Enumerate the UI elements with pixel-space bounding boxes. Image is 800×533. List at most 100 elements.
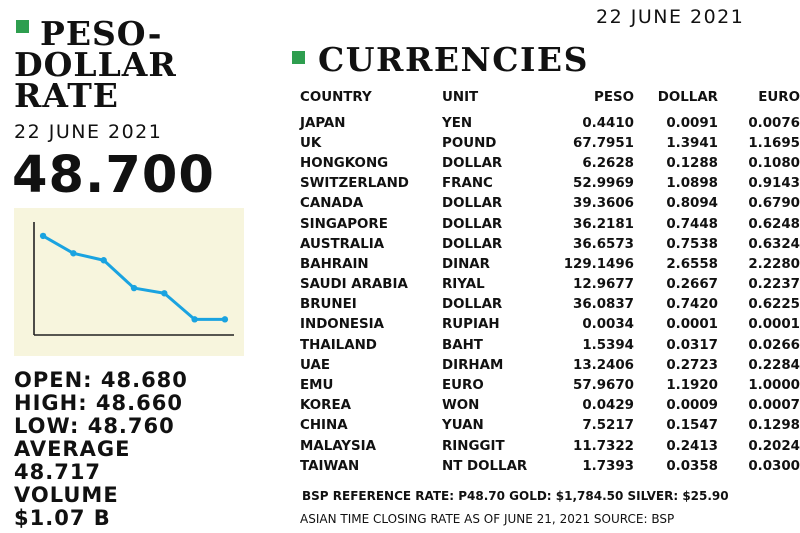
cell-peso: 1.7393 — [582, 458, 634, 474]
table-row: BRUNEI DOLLAR 36.0837 0.7420 0.6225 — [296, 295, 800, 315]
cell-unit: YUAN — [442, 418, 484, 434]
cell-country: BRUNEI — [300, 297, 357, 313]
cell-dollar: 1.1920 — [666, 378, 718, 394]
cell-dollar: 0.7448 — [666, 216, 718, 232]
cell-unit: FRANC — [442, 176, 493, 192]
data-point — [130, 284, 138, 292]
cell-peso: 129.1496 — [563, 256, 634, 272]
cell-dollar: 0.8094 — [666, 196, 718, 212]
cell-peso: 0.0429 — [582, 398, 634, 414]
stat-volume-label: VOLUME — [14, 483, 119, 507]
cell-dollar: 0.2667 — [666, 277, 718, 293]
title-line: PESO- — [40, 14, 163, 53]
cell-dollar: 0.0091 — [666, 115, 718, 131]
cell-euro: 2.2280 — [748, 256, 800, 272]
cell-unit: YEN — [442, 115, 473, 131]
cell-peso: 12.9677 — [573, 277, 634, 293]
cell-unit: DOLLAR — [442, 196, 503, 212]
cell-country: CANADA — [300, 196, 364, 212]
data-point — [39, 232, 47, 240]
cell-country: MALAYSIA — [300, 438, 376, 454]
cell-country: TAIWAN — [300, 458, 360, 474]
cell-country: SWITZERLAND — [300, 176, 409, 192]
stat-average-label: AVERAGE — [14, 437, 131, 461]
table-row: AUSTRALIA DOLLAR 36.6573 0.7538 0.6324 — [296, 234, 800, 254]
cell-unit: RINGGIT — [442, 438, 505, 454]
cell-euro: 0.6324 — [748, 236, 800, 252]
cell-euro: 0.1298 — [748, 418, 800, 434]
cell-peso: 6.2628 — [582, 155, 634, 171]
rate-chart-svg — [33, 222, 234, 336]
cell-euro: 0.6790 — [748, 196, 800, 212]
cell-dollar: 0.2413 — [666, 438, 718, 454]
cell-country: JAPAN — [300, 115, 346, 131]
green-square-icon — [16, 20, 29, 33]
green-square-icon — [292, 51, 305, 64]
source-note: ASIAN TIME CLOSING RATE AS OF JUNE 21, 2… — [300, 512, 675, 526]
table-row: KOREA WON 0.0429 0.0009 0.0007 — [296, 396, 800, 416]
cell-peso: 0.0034 — [582, 317, 634, 333]
closing-rate: 48.700 — [12, 146, 215, 205]
cell-unit: DOLLAR — [442, 297, 503, 313]
cell-euro: 0.0007 — [748, 398, 800, 414]
cell-dollar: 0.7538 — [666, 236, 718, 252]
cell-unit: BAHT — [442, 337, 483, 353]
data-point — [221, 316, 229, 323]
cell-peso: 67.7951 — [573, 135, 634, 151]
data-point — [161, 290, 168, 297]
cell-euro: 0.9143 — [748, 176, 800, 192]
table-row: EMU EURO 57.9670 1.1920 1.0000 — [296, 375, 800, 395]
cell-euro: 0.2237 — [748, 277, 800, 293]
cell-peso: 1.5394 — [582, 337, 634, 353]
col-euro: EURO — [758, 90, 800, 105]
table-row: UK POUND 67.7951 1.3941 1.1695 — [296, 133, 800, 153]
bsp-reference-rate: BSP REFERENCE RATE: P48.70 GOLD: $1,784.… — [302, 489, 729, 503]
stat-average-value: 48.717 — [14, 460, 102, 484]
cell-country: SAUDI ARABIA — [300, 277, 408, 293]
cell-dollar: 0.0317 — [666, 337, 718, 353]
cell-euro: 0.2284 — [748, 357, 800, 373]
cell-dollar: 0.1547 — [666, 418, 718, 434]
series-line — [42, 234, 225, 321]
col-unit: UNIT — [442, 90, 479, 105]
cell-dollar: 0.2723 — [666, 357, 718, 373]
cell-country: HONGKONG — [300, 155, 389, 171]
stat-low: LOW: 48.760 — [14, 414, 175, 438]
table-row: JAPAN YEN 0.4410 0.0091 0.0076 — [296, 113, 800, 133]
cell-peso: 0.4410 — [582, 115, 634, 131]
cell-euro: 0.0266 — [748, 337, 800, 353]
cell-dollar: 0.1288 — [666, 155, 718, 171]
cell-euro: 0.0300 — [748, 458, 800, 474]
cell-peso: 36.6573 — [573, 236, 634, 252]
cell-dollar: 1.3941 — [666, 135, 718, 151]
cell-unit: RUPIAH — [442, 317, 500, 333]
stat-open: OPEN: 48.680 — [14, 368, 188, 392]
table-row: SAUDI ARABIA RIYAL 12.9677 0.2667 0.2237 — [296, 275, 800, 295]
cell-unit: DOLLAR — [442, 216, 503, 232]
cell-country: KOREA — [300, 398, 351, 414]
table-row: HONGKONG DOLLAR 6.2628 0.1288 0.1080 — [296, 153, 800, 173]
cell-unit: DINAR — [442, 256, 490, 272]
cell-euro: 0.1080 — [748, 155, 800, 171]
cell-euro: 1.0000 — [748, 378, 800, 394]
table-row: MALAYSIA RINGGIT 11.7322 0.2413 0.2024 — [296, 436, 800, 456]
cell-country: INDONESIA — [300, 317, 385, 333]
cell-dollar: 0.0358 — [666, 458, 718, 474]
table-row: UAE DIRHAM 13.2406 0.2723 0.2284 — [296, 355, 800, 375]
cell-euro: 0.0001 — [748, 317, 800, 333]
cell-dollar: 2.6558 — [666, 256, 718, 272]
cell-unit: DIRHAM — [442, 357, 504, 373]
cell-peso: 7.5217 — [582, 418, 634, 434]
table-row: TAIWAN NT DOLLAR 1.7393 0.0358 0.0300 — [296, 456, 800, 476]
cell-dollar: 0.7420 — [666, 297, 718, 313]
cell-unit: POUND — [442, 135, 497, 151]
cell-country: UK — [300, 135, 322, 151]
table-row: INDONESIA RUPIAH 0.0034 0.0001 0.0001 — [296, 315, 800, 335]
cell-country: SINGAPORE — [300, 216, 388, 232]
cell-dollar: 0.0001 — [666, 317, 718, 333]
cell-country: UAE — [300, 357, 330, 373]
cell-country: THAILAND — [300, 337, 377, 353]
cell-peso: 36.2181 — [573, 216, 634, 232]
currencies-table: COUNTRY UNIT PESO DOLLAR EURO JAPAN YEN 0.… — [296, 90, 800, 476]
table-row: CHINA YUAN 7.5217 0.1547 0.1298 — [296, 416, 800, 436]
